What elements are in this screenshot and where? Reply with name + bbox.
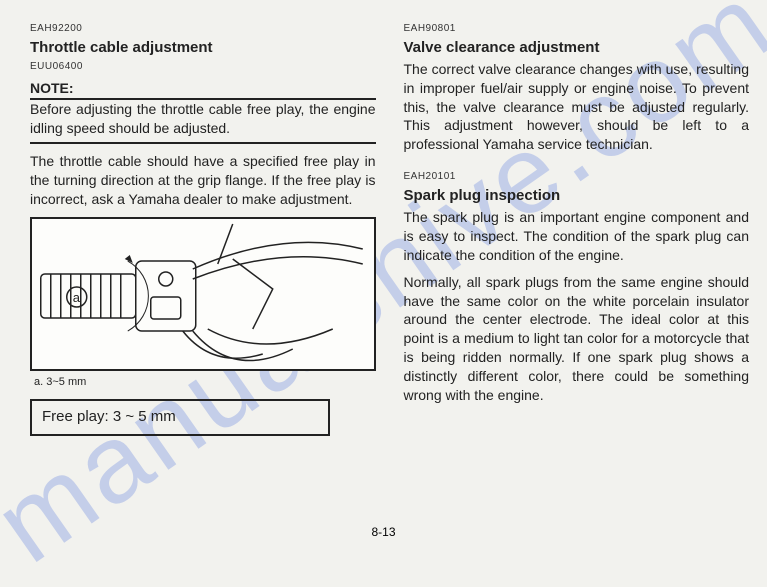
section-code: EAH90801 bbox=[404, 22, 750, 36]
throttle-figure: a bbox=[30, 217, 376, 371]
heading-sparkplug: Spark plug inspection bbox=[404, 186, 750, 206]
heading-valve: Valve clearance adjustment bbox=[404, 38, 750, 58]
section-code: EUU06400 bbox=[30, 60, 376, 74]
sparkplug-paragraph-1: The spark plug is an important engine co… bbox=[404, 208, 750, 265]
note-label: NOTE: bbox=[30, 79, 376, 100]
manual-page: EAH92200 Throttle cable adjustment EUU06… bbox=[0, 0, 767, 446]
figure-label-a: a bbox=[73, 290, 81, 305]
throttle-diagram-svg: a bbox=[32, 219, 374, 369]
freeplay-box: Free play: 3 ~ 5 mm bbox=[30, 399, 330, 435]
valve-paragraph: The correct valve clearance changes with… bbox=[404, 60, 750, 154]
section-code: EAH20101 bbox=[404, 170, 750, 184]
heading-throttle: Throttle cable adjustment bbox=[30, 38, 376, 58]
note-body: Before adjusting the throttle cable free… bbox=[30, 100, 376, 144]
left-column: EAH92200 Throttle cable adjustment EUU06… bbox=[30, 22, 376, 436]
page-number: 8-13 bbox=[371, 525, 395, 539]
right-column: EAH90801 Valve clearance adjustment The … bbox=[404, 22, 750, 436]
figure-caption: a. 3~5 mm bbox=[34, 375, 376, 390]
sparkplug-paragraph-2: Normally, all spark plugs from the same … bbox=[404, 273, 750, 405]
section-code: EAH92200 bbox=[30, 22, 376, 36]
throttle-paragraph: The throttle cable should have a specifi… bbox=[30, 152, 376, 209]
